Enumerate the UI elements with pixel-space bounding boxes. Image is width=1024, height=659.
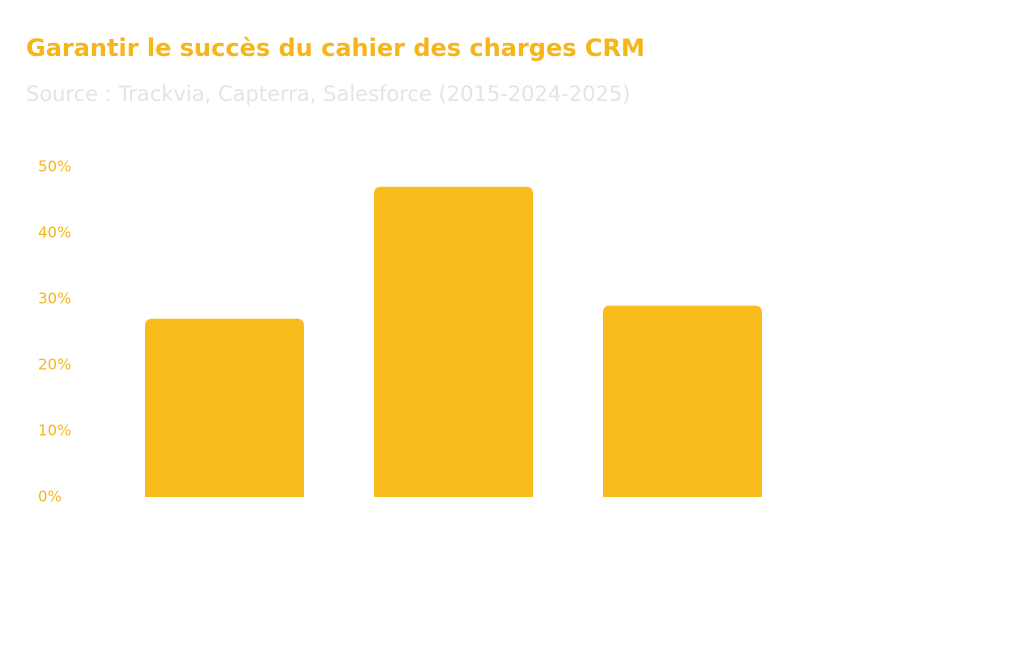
y-tick-label: 50%	[38, 158, 71, 176]
bar	[603, 305, 762, 497]
bar	[374, 186, 533, 498]
chart-title: Garantir le succès du cahier des charges…	[26, 34, 645, 62]
y-tick-label: 0%	[38, 488, 62, 506]
y-tick-label: 40%	[38, 224, 71, 242]
y-tick-label: 10%	[38, 422, 71, 440]
bar	[145, 318, 304, 497]
y-tick-label: 30%	[38, 290, 71, 308]
chart-subtitle: Source : Trackvia, Capterra, Salesforce …	[26, 82, 630, 106]
y-tick-label: 20%	[38, 356, 71, 374]
